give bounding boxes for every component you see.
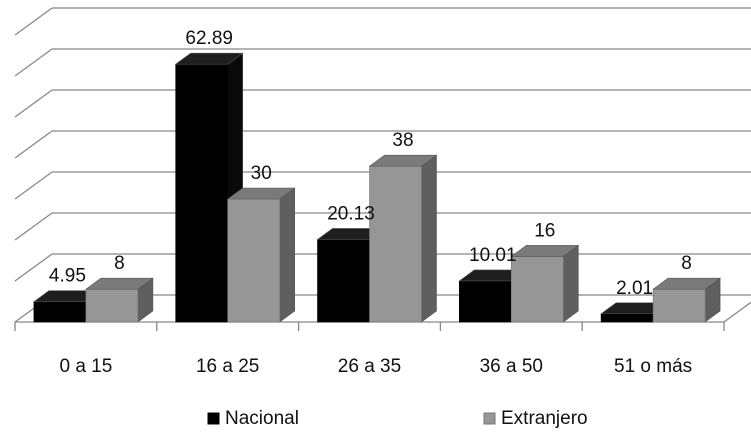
legend-label: Extranjero — [501, 408, 588, 429]
legend: Nacional Extranjero — [207, 408, 588, 429]
floor-right-edge — [723, 301, 751, 323]
gridline-diagonal — [14, 89, 53, 118]
bar — [600, 313, 654, 323]
category-axis: 0 a 15 16 a 25 26 a 35 36 a 50 51 o más — [14, 322, 725, 377]
bar — [458, 280, 512, 323]
bar-top — [368, 154, 438, 167]
data-label: 2.01 — [616, 278, 653, 299]
gridline-diagonal — [14, 7, 53, 36]
bar-top — [174, 52, 244, 65]
bar-top — [226, 187, 296, 200]
data-label: 8 — [114, 253, 125, 274]
data-label: 20.13 — [327, 203, 375, 224]
bar — [85, 288, 139, 323]
data-labels: 4.95 8 62.89 30 20.13 38 10.01 16 2.01 8 — [49, 28, 692, 299]
data-label: 38 — [392, 130, 413, 151]
legend-swatch — [207, 412, 220, 425]
data-label: 16 — [534, 220, 555, 241]
legend-label: Nacional — [225, 408, 299, 429]
data-label: 10.01 — [469, 245, 517, 266]
bar-side — [562, 244, 579, 323]
x-tick-label: 26 a 35 — [338, 356, 401, 377]
bar-top — [652, 277, 722, 290]
bar-top — [84, 277, 154, 290]
x-tick-label: 51 o más — [614, 356, 692, 377]
bar-side — [279, 187, 296, 323]
bar — [33, 301, 87, 323]
data-label: 4.95 — [49, 266, 86, 287]
bar — [227, 198, 280, 323]
bars — [32, 52, 722, 323]
bar — [652, 288, 706, 323]
bar — [175, 63, 228, 323]
bar-side — [421, 154, 437, 323]
gridline-diagonal — [14, 171, 53, 200]
x-tick-label: 0 a 15 — [59, 356, 112, 377]
gridline-diagonal — [14, 253, 53, 282]
gridline-diagonal — [14, 212, 53, 241]
gridline-diagonal — [14, 130, 53, 159]
data-label: 62.89 — [185, 28, 233, 49]
data-label: 8 — [681, 253, 692, 274]
data-label: 30 — [251, 163, 272, 184]
x-tick-label: 16 a 25 — [196, 356, 259, 377]
bar — [369, 165, 422, 323]
legend-swatch — [483, 412, 496, 425]
bar-top — [510, 245, 580, 257]
gridline-diagonal — [14, 48, 53, 77]
bar — [317, 239, 370, 323]
x-tick-label: 36 a 50 — [480, 356, 543, 377]
bar — [510, 256, 564, 323]
